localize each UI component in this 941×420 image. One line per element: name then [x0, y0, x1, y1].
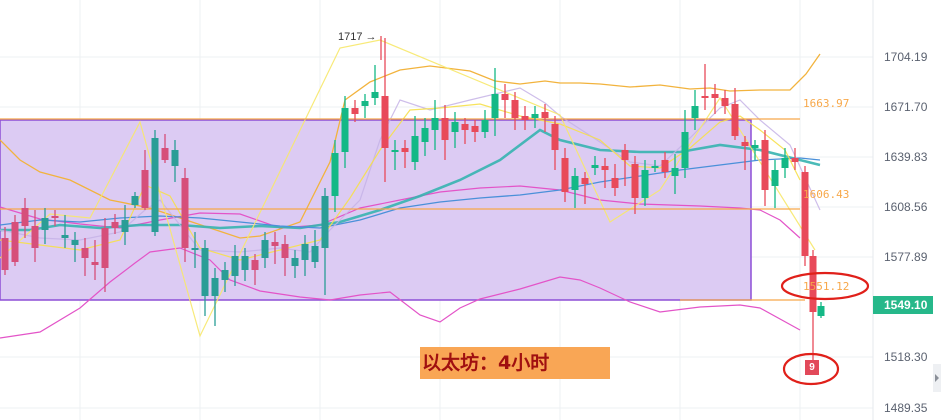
axis-tick: 1671.70 [884, 100, 928, 114]
axis-tick: 1704.19 [884, 50, 928, 64]
level-label-1663: 1663.97 [803, 97, 850, 110]
axis-scroll-handle[interactable] [933, 364, 941, 392]
level-label-1551: 1551.12 [803, 280, 850, 293]
axis-tick: 1608.56 [884, 200, 928, 214]
candles [1, 38, 825, 360]
current-price-tag: 1549.10 [873, 296, 933, 314]
peak-label: 1717 → [338, 31, 377, 43]
axis-tick: 1639.83 [884, 150, 928, 164]
axis-tick: 1489.35 [884, 401, 928, 415]
level-lines [0, 118, 805, 301]
chart-title: 以太坊：4小时 [420, 347, 610, 379]
count-badge: 9 [805, 360, 819, 375]
annotation-marks [380, 36, 870, 386]
axis-tick: 1518.30 [884, 350, 928, 364]
level-label-1606: 1606.43 [803, 188, 850, 201]
axis-tick: 1577.89 [884, 250, 928, 264]
